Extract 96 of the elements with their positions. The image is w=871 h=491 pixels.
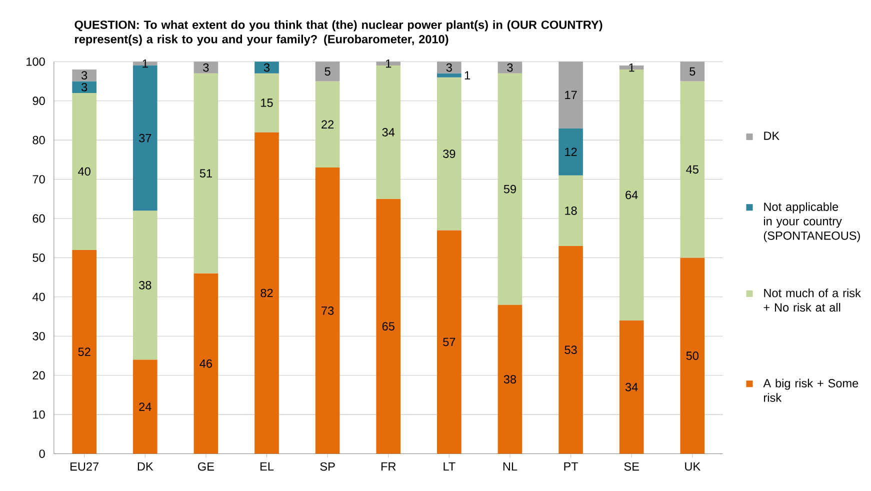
bar [437, 230, 462, 454]
bar [315, 62, 340, 82]
y-tick-label: 70 [32, 175, 45, 184]
data-label: 39 [443, 150, 456, 158]
bar [72, 81, 96, 94]
x-tick-label: FR [381, 462, 396, 471]
data-label: 3 [507, 64, 513, 72]
data-label: 1 [464, 72, 470, 80]
data-label: 34 [382, 128, 395, 137]
bar [72, 70, 96, 82]
data-label: 5 [690, 68, 696, 76]
bar [194, 274, 218, 454]
data-label: 12 [565, 148, 577, 156]
data-label: 1 [386, 60, 392, 68]
data-label: 38 [139, 281, 152, 290]
data-label: 38 [504, 375, 516, 384]
bar [315, 168, 340, 454]
data-label: 65 [382, 322, 394, 331]
data-label: 40 [78, 168, 90, 176]
data-label: 34 [625, 383, 638, 392]
data-label: 22 [322, 120, 334, 129]
x-tick-label: NL [503, 462, 518, 471]
bar [132, 360, 158, 454]
data-label: 3 [82, 71, 88, 80]
data-label: 51 [200, 170, 212, 178]
data-label: 3 [446, 64, 452, 72]
bar [558, 128, 583, 176]
bar [437, 78, 462, 231]
y-tick-label: 10 [33, 410, 45, 419]
bar [72, 250, 96, 454]
bar [254, 132, 279, 454]
x-tick-label: DK [138, 462, 154, 471]
y-tick-label: 20 [32, 371, 45, 380]
bar [437, 74, 462, 78]
bar [194, 74, 218, 274]
data-label: 3 [264, 64, 270, 72]
y-tick-label: 50 [32, 254, 45, 262]
bar [498, 62, 522, 74]
data-label: 59 [504, 185, 516, 194]
bar [680, 258, 705, 454]
x-tick-label: SP [320, 462, 335, 471]
data-label: 46 [200, 360, 212, 368]
data-label: 50 [686, 352, 699, 360]
y-tick-label: 90 [32, 96, 45, 106]
x-tick-label: UK [685, 462, 700, 471]
bar [498, 305, 522, 454]
legend-label: Not much of a risk + No risk at all [764, 288, 861, 312]
x-tick-label: EU27 [70, 462, 98, 471]
x-tick-label: LT [444, 462, 456, 471]
x-tick-label: PT [564, 462, 578, 471]
legend-label: Not applicable in your country (SPONTANEOUS) [764, 202, 860, 242]
y-tick-label: 30 [32, 332, 45, 341]
y-tick-label: 0 [39, 450, 45, 458]
data-label: 82 [260, 289, 273, 298]
y-tick-label: 60 [32, 214, 45, 223]
data-label: 24 [139, 402, 152, 412]
bar [72, 93, 96, 250]
bar [558, 246, 583, 454]
bar [437, 62, 462, 74]
data-label: 15 [261, 98, 273, 108]
data-label: 53 [564, 346, 577, 354]
bar [376, 199, 401, 454]
y-tick-label: 80 [32, 136, 45, 144]
chart-title: QUESTION: To what extent do you think that (the) nuclear power plant(s) in (OUR COUNTRY) represent(s) a risk to you and your family? (Eurobarometer, 2010) [74, 20, 602, 46]
data-label: 73 [322, 306, 334, 316]
bar [680, 62, 705, 82]
bar [132, 210, 158, 360]
legend-label: DK [764, 132, 780, 140]
bar [558, 176, 583, 246]
bar [680, 81, 705, 258]
bar [315, 81, 340, 168]
bar [619, 66, 644, 70]
data-label: 17 [565, 91, 577, 100]
data-label: 37 [139, 134, 152, 143]
y-tick-label: 100 [26, 58, 45, 66]
x-tick-label: EL [260, 462, 274, 471]
bar [194, 62, 218, 74]
data-label: 52 [78, 348, 90, 356]
legend-label: A big risk + Some risk [763, 378, 858, 402]
x-tick-label: SE [624, 462, 639, 471]
bar [254, 74, 279, 132]
x-tick-label: GE [198, 462, 214, 471]
bar [498, 74, 522, 306]
bar [376, 62, 401, 66]
bar [254, 62, 279, 74]
data-label: 18 [565, 206, 577, 216]
data-label: 3 [203, 64, 209, 72]
data-label: 64 [626, 191, 638, 200]
data-label: 45 [686, 166, 698, 174]
data-label: 57 [443, 338, 456, 346]
data-label: 3 [82, 83, 88, 92]
data-label: 5 [324, 68, 330, 76]
bar [619, 320, 644, 454]
bar [558, 62, 583, 129]
data-label: 1 [629, 64, 634, 72]
y-tick-label: 40 [32, 292, 45, 302]
